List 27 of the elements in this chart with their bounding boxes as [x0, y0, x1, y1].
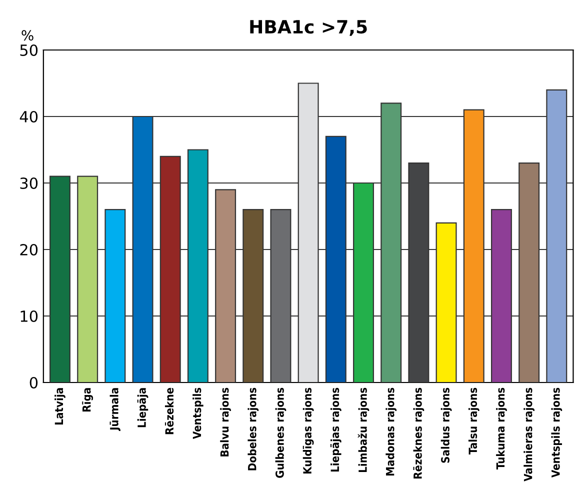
y-tick-label: 0: [30, 376, 38, 389]
x-tick-label: Saldus rajons: [440, 388, 452, 463]
x-tick-label: Talsu rajons: [468, 388, 480, 454]
y-tick-label: 50: [20, 44, 38, 56]
y-tick-label: 30: [20, 177, 38, 190]
x-tick-label: Kuldīgas rajons: [302, 388, 314, 474]
chart-title: HBA1c >7,5: [250, 20, 367, 36]
y-tick-label: 20: [20, 244, 38, 256]
x-tick-label: Tukuma rajons: [496, 388, 507, 470]
x-tick-label: Madonas rajons: [386, 388, 397, 476]
x-tick-label: Valmieras rajons: [524, 388, 534, 482]
x-tick-label: Balvu rajons: [220, 388, 231, 456]
x-tick-label: Liepājas rajons: [330, 388, 342, 472]
x-tick-label: Dobeles rajons: [248, 388, 259, 470]
x-tick-label: Rīga: [82, 388, 93, 412]
x-tick-label: Rēzekne: [164, 388, 174, 434]
y-tick-label: 40: [20, 110, 38, 123]
x-tick-label: Jūrmala: [110, 388, 120, 432]
x-tick-label: Rēzeknes rajons: [413, 388, 424, 479]
x-tick-label: Liepāja: [137, 388, 148, 428]
x-tick-label: Ventspils: [192, 388, 204, 440]
y-axis-title: %: [22, 30, 34, 41]
x-tick-label: Latvija: [54, 388, 66, 424]
x-tick-label: Ventspils rajons: [551, 388, 562, 478]
x-tick-label: Gulbenes rajons: [275, 388, 286, 478]
x-tick-label: Limbažu rajons: [358, 388, 370, 472]
y-tick-label: 10: [20, 310, 38, 322]
